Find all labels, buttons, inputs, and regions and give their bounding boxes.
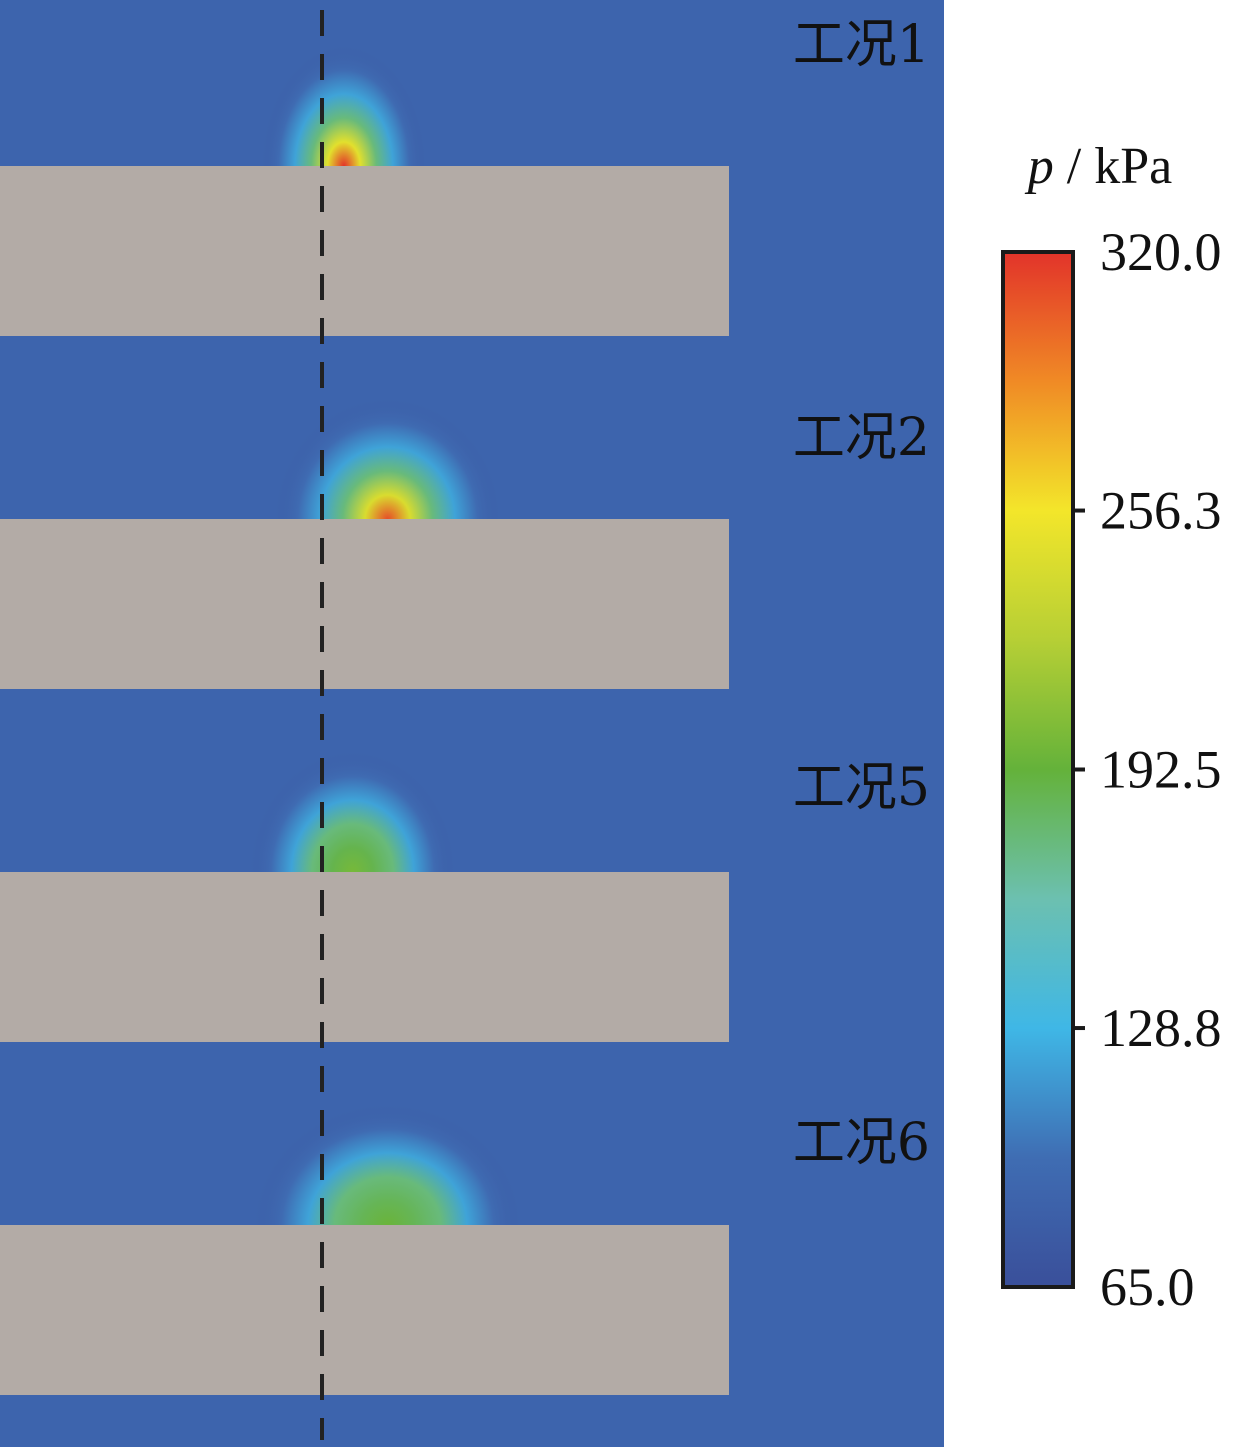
colorbar-tick-label: 65.0 bbox=[1100, 1257, 1195, 1317]
colorbar: p / kPa 320.0 256.3 192.5 128.8 65.0 bbox=[1001, 138, 1222, 1317]
colorbar-tick-label: 192.5 bbox=[1100, 740, 1222, 800]
contour-panels: 工况1 工况2 工况5 工况6 bbox=[0, 0, 944, 1447]
colorbar-tick-label: 256.3 bbox=[1100, 481, 1222, 541]
colorbar-separator: / bbox=[1067, 138, 1094, 195]
case-panel: 工况2 bbox=[0, 387, 944, 740]
case-label: 工况6 bbox=[793, 1113, 930, 1173]
colorbar-unit: kPa bbox=[1094, 138, 1172, 195]
structure-block bbox=[0, 166, 729, 336]
colorbar-tick-label: 128.8 bbox=[1100, 998, 1222, 1058]
case-label: 工况2 bbox=[793, 408, 930, 468]
colorbar-title: p / kPa bbox=[1024, 138, 1172, 195]
case-panel: 工况5 bbox=[0, 740, 944, 1093]
colorbar-ticks: 320.0 256.3 192.5 128.8 65.0 bbox=[1073, 222, 1222, 1317]
structure-block bbox=[0, 519, 729, 689]
colorbar-tick-label: 320.0 bbox=[1100, 222, 1222, 282]
structure-block bbox=[0, 1225, 729, 1395]
case-panel: 工况6 bbox=[0, 1093, 944, 1447]
case-label: 工况5 bbox=[793, 758, 930, 818]
case-label: 工况1 bbox=[793, 15, 930, 75]
structure-block bbox=[0, 872, 729, 1042]
colorbar-gradient bbox=[1001, 250, 1075, 1289]
case-panel: 工况1 bbox=[0, 0, 944, 387]
colorbar-variable: p bbox=[1024, 138, 1054, 195]
